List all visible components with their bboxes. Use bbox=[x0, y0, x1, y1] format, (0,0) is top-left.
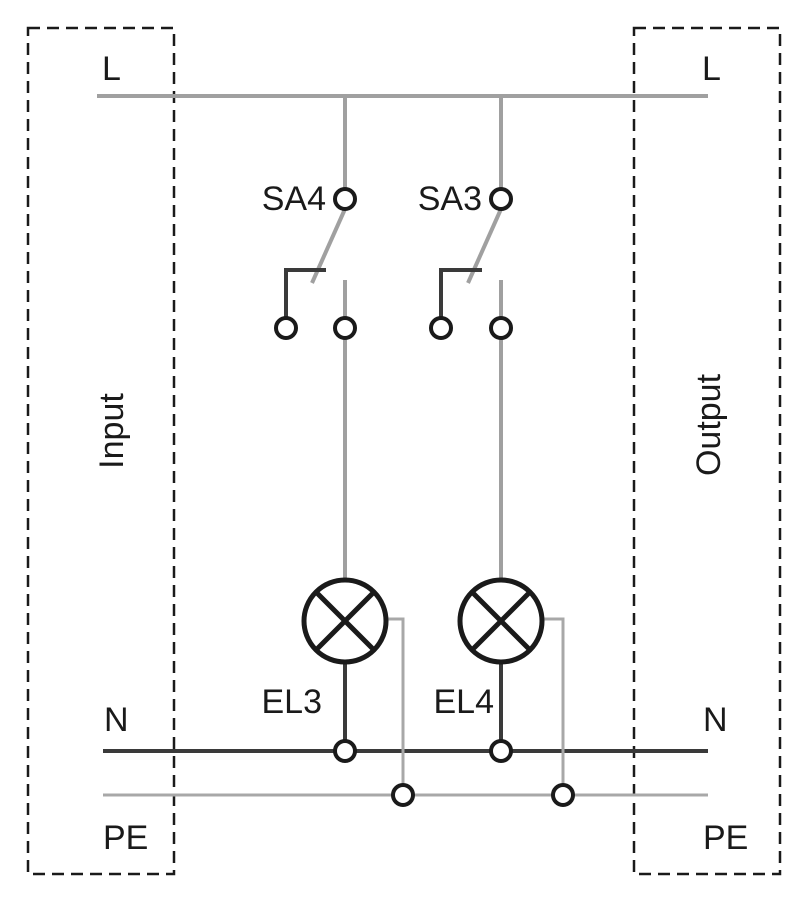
circuit-sa4-el3 bbox=[274, 96, 415, 807]
terminal-sa3-top bbox=[489, 187, 513, 211]
terminal-sa4-top bbox=[333, 187, 357, 211]
label-output: Output bbox=[690, 373, 728, 476]
switch-contact-off-sa3 bbox=[439, 268, 482, 318]
label-line-left: L bbox=[102, 50, 121, 88]
lamp-pe-wire-el4 bbox=[541, 617, 565, 785]
terminal-el3-pe bbox=[391, 783, 415, 807]
output-box bbox=[632, 26, 782, 876]
switch-contact-off-sa4 bbox=[284, 268, 326, 318]
terminal-sa3-right bbox=[489, 316, 513, 340]
circuit-sa3-el4 bbox=[429, 96, 575, 807]
label-neutral-left: N bbox=[104, 701, 129, 739]
lamp-pe-wire-el3 bbox=[385, 617, 405, 785]
input-box bbox=[26, 26, 176, 876]
terminal-el3-neutral bbox=[333, 739, 357, 763]
label-lamp-el3: EL3 bbox=[262, 683, 323, 721]
label-input: Input bbox=[93, 393, 131, 469]
label-line-right: L bbox=[702, 50, 721, 88]
label-lamp-el4: EL4 bbox=[434, 683, 495, 721]
terminal-el4-pe bbox=[551, 783, 575, 807]
terminal-el4-neutral bbox=[489, 739, 513, 763]
label-pe-right: PE bbox=[703, 819, 748, 857]
label-neutral-right: N bbox=[703, 701, 728, 739]
label-switch-sa4: SA4 bbox=[262, 180, 326, 218]
lamp-el4 bbox=[457, 577, 545, 665]
label-pe-left: PE bbox=[103, 819, 148, 857]
label-switch-sa3: SA3 bbox=[418, 180, 482, 218]
lamp-el3 bbox=[301, 577, 389, 665]
terminal-sa4-right bbox=[333, 316, 357, 340]
terminal-sa4-left bbox=[274, 316, 298, 340]
terminal-sa3-left bbox=[429, 316, 453, 340]
